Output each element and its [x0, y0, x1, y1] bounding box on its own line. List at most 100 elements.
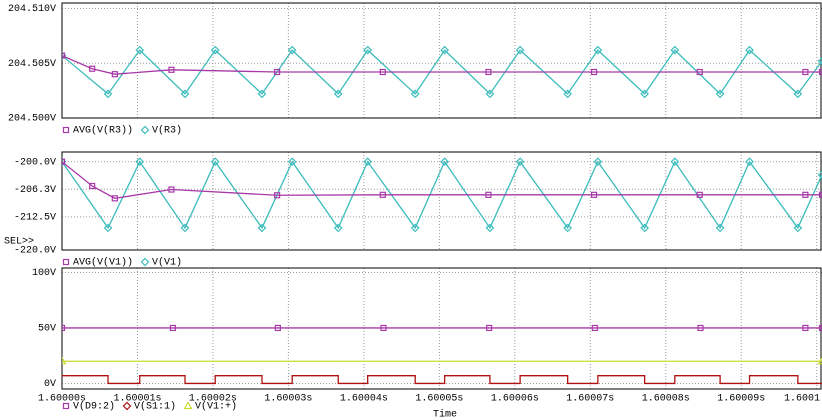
series-marker	[168, 66, 175, 73]
series-marker	[817, 356, 822, 365]
series-marker	[802, 191, 809, 198]
series-marker	[670, 45, 680, 55]
series-marker	[180, 89, 190, 99]
series-marker	[180, 223, 190, 233]
series-marker	[62, 356, 67, 365]
series-marker	[410, 223, 420, 233]
series-marker	[380, 324, 387, 332]
x-tick-label: 1.60004s	[340, 394, 388, 405]
series-marker	[563, 89, 573, 99]
legend-symbol	[62, 258, 70, 266]
series-marker	[273, 68, 281, 76]
series-marker	[817, 56, 822, 66]
x-tick-label: 1.60005s	[415, 394, 463, 405]
x-axis-label: Time	[433, 409, 457, 420]
series-marker	[111, 71, 118, 78]
y-tick-label: 204.500V	[8, 114, 56, 125]
series-marker	[802, 68, 809, 76]
plot-area	[62, 3, 821, 118]
series-marker	[333, 89, 343, 99]
y-tick-label: 0V	[44, 379, 56, 390]
y-tick-label: -200.0V	[14, 157, 56, 168]
series-marker	[169, 324, 177, 332]
series-marker	[62, 52, 66, 59]
series-group	[62, 324, 822, 385]
series-marker	[715, 89, 725, 99]
series-marker	[257, 89, 267, 99]
legend-symbol	[62, 402, 70, 410]
series-marker	[210, 157, 220, 167]
series-marker	[818, 324, 822, 332]
series-marker	[62, 324, 66, 332]
y-tick-label: 100V	[32, 268, 56, 279]
x-tick-label: 1.60006s	[491, 394, 539, 405]
series-marker	[273, 192, 281, 199]
series-marker	[745, 45, 754, 55]
series-marker	[363, 157, 373, 167]
x-tick-label: 1.60001s	[113, 394, 161, 405]
legend-label: V(V1:+)	[195, 401, 237, 413]
series-marker	[593, 45, 603, 55]
series-line	[62, 54, 822, 75]
series-line	[62, 161, 822, 200]
series-marker	[818, 68, 822, 76]
series-line	[62, 49, 822, 95]
legend-label: AVG(V(R3))	[73, 125, 133, 137]
series-marker	[640, 89, 649, 99]
legend-symbol	[122, 401, 132, 411]
series-marker	[485, 68, 492, 76]
plot-area	[62, 152, 821, 250]
series-marker	[89, 65, 96, 72]
series-marker	[590, 68, 598, 76]
series-marker	[363, 45, 373, 55]
series-marker	[818, 191, 822, 198]
legend-label: V(R3)	[152, 125, 182, 137]
series-marker	[591, 324, 598, 332]
series-marker	[440, 45, 449, 55]
series-marker	[515, 45, 525, 55]
selector-label: SEL>>	[4, 237, 34, 248]
series-marker	[287, 45, 297, 55]
series-marker	[485, 223, 495, 233]
legend-symbol	[62, 126, 70, 134]
series-group	[62, 157, 822, 233]
y-tick-label: -220.0V	[14, 246, 56, 257]
plot-border	[61, 2, 822, 119]
series-marker	[696, 191, 703, 198]
x-tick-label: 1.60002s	[189, 394, 237, 405]
x-tick-label: 1.60008s	[642, 394, 690, 405]
series-marker	[485, 191, 492, 198]
series-marker	[135, 157, 145, 167]
y-tick-label: -212.5V	[14, 213, 56, 224]
x-tick-label: 1.60003s	[264, 394, 312, 405]
series-marker	[715, 223, 725, 233]
series-marker	[62, 158, 66, 165]
series-marker	[593, 157, 603, 167]
series-marker	[817, 170, 822, 180]
legend-label: V(V1)	[152, 257, 182, 269]
series-marker	[111, 195, 118, 202]
series-group	[62, 45, 822, 99]
series-marker	[515, 157, 525, 167]
series-marker	[89, 182, 96, 190]
series-marker	[793, 223, 803, 233]
series-marker	[410, 89, 420, 99]
series-marker	[333, 223, 343, 233]
series-marker	[210, 45, 220, 55]
series-marker	[103, 223, 113, 233]
x-tick-label: 1.60009s	[717, 394, 765, 405]
x-tick-label: 1.60000s	[38, 394, 86, 405]
legend-label: V(S1:1)	[134, 401, 176, 413]
series-marker	[486, 324, 493, 332]
legend-label: AVG(V(V1))	[73, 257, 133, 269]
series-marker	[802, 324, 809, 332]
series-marker	[379, 68, 386, 76]
series-marker	[697, 324, 704, 332]
x-tick-label: 1.60007s	[566, 394, 614, 405]
series-marker	[168, 186, 175, 193]
series-marker	[745, 157, 754, 167]
series-marker	[135, 45, 145, 55]
series-marker	[379, 191, 386, 198]
